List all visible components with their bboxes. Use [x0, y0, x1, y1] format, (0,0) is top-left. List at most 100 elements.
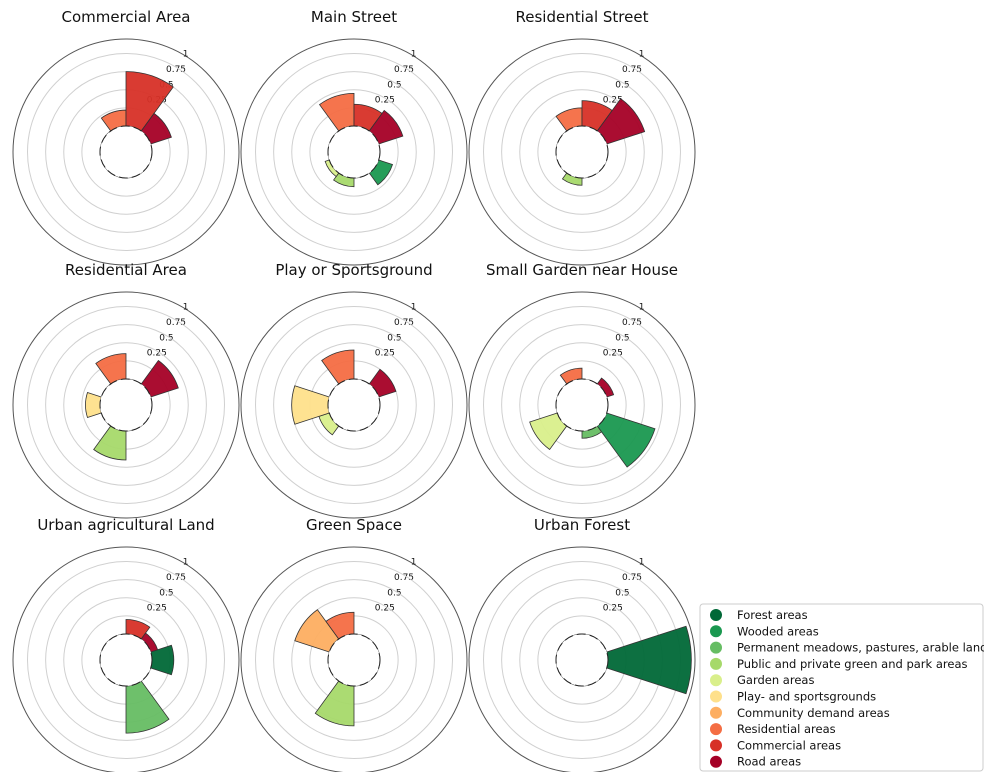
r-tick-label: 0.75 [394, 318, 414, 328]
inner-hole [99, 125, 153, 179]
legend-label: Road areas [737, 755, 801, 769]
r-tick-label: 0.5 [615, 588, 629, 598]
grid-ring [255, 561, 453, 759]
polar-bar [321, 349, 355, 385]
r-tick-label: 0.25 [375, 96, 395, 106]
legend-marker [710, 674, 722, 687]
r-tick-label: 1 [639, 558, 645, 568]
grid-ring [45, 324, 207, 486]
r-tick-label: 0.75 [394, 65, 414, 75]
chart-title: Residential Street [516, 8, 649, 26]
polar-bar [125, 680, 170, 734]
r-tick-label: 0.75 [622, 318, 642, 328]
r-tick-label: 0.25 [603, 604, 623, 614]
chart-title: Small Garden near House [486, 261, 678, 279]
inner-hole [99, 633, 153, 687]
polar-bar [318, 92, 355, 132]
inner-hole [99, 378, 153, 432]
grid-ring [273, 71, 435, 233]
r-tick-label: 1 [183, 303, 189, 313]
r-tick-label: 1 [411, 50, 417, 60]
legend-label: Forest areas [737, 608, 808, 622]
r-tick-label: 0.25 [147, 604, 167, 614]
r-tick-label: 0.5 [159, 588, 173, 598]
grid-ring [27, 561, 225, 759]
grid-ring [255, 53, 453, 251]
legend-marker [710, 755, 722, 768]
grid-ring [27, 306, 225, 504]
legend-marker [710, 641, 722, 654]
r-tick-label: 0.5 [387, 333, 401, 343]
r-tick-label: 1 [183, 50, 189, 60]
grid-ring [519, 342, 645, 468]
polar-bar [85, 391, 102, 419]
legend-label: Permanent meadows, pastures, arable land [737, 641, 984, 655]
legend-marker [710, 690, 722, 703]
r-tick-label: 0.5 [615, 333, 629, 343]
r-tick-label: 0.75 [394, 573, 414, 583]
legend-label: Residential areas [737, 722, 836, 736]
grid-ring [63, 342, 189, 468]
chart-title: Main Street [311, 8, 397, 26]
r-tick-label: 0.25 [603, 349, 623, 359]
chart-title: Urban Forest [534, 516, 630, 534]
legend-label: Garden areas [737, 673, 814, 687]
r-tick-label: 0.25 [375, 604, 395, 614]
inner-hole [327, 633, 381, 687]
grid-ring [483, 306, 681, 504]
r-tick-label: 0.75 [166, 318, 186, 328]
outer-frame [12, 38, 240, 266]
legend-marker [710, 706, 722, 719]
chart-title: Play or Sportsground [275, 261, 432, 279]
r-tick-label: 0.5 [615, 80, 629, 90]
r-tick-label: 0.5 [387, 80, 401, 90]
r-tick-label: 0.75 [166, 573, 186, 583]
chart-title: Commercial Area [61, 8, 190, 26]
chart-title: Green Space [306, 516, 402, 534]
legend-label: Public and private green and park areas [737, 657, 967, 671]
grid-ring [537, 360, 627, 450]
r-tick-label: 0.25 [147, 349, 167, 359]
grid-ring [273, 579, 435, 741]
grid-ring [291, 89, 417, 215]
r-tick-label: 1 [411, 303, 417, 313]
r-tick-label: 0.5 [159, 333, 173, 343]
legend-label: Play- and sportsgrounds [737, 690, 876, 704]
r-tick-label: 1 [183, 558, 189, 568]
legend-marker [710, 609, 722, 621]
inner-hole [327, 378, 381, 432]
inner-hole [555, 125, 609, 179]
legend-marker [710, 723, 722, 736]
inner-hole [555, 378, 609, 432]
r-tick-label: 0.75 [622, 573, 642, 583]
r-tick-label: 0.25 [603, 96, 623, 106]
grid-ring [483, 53, 681, 251]
chart-title: Residential Area [65, 261, 187, 279]
r-tick-label: 1 [411, 558, 417, 568]
legend-box [699, 603, 984, 772]
grid-ring [273, 324, 435, 486]
legend-marker [710, 657, 722, 670]
chart-title: Urban agricultural Land [37, 516, 214, 534]
polar-bar [93, 425, 127, 461]
grid-ring [501, 71, 663, 233]
inner-hole [555, 633, 609, 687]
polar-bar [596, 412, 656, 468]
legend-label: Commercial areas [737, 738, 841, 752]
outer-frame [240, 38, 468, 266]
grid-ring [45, 579, 207, 741]
outer-frame [240, 291, 468, 519]
outer-frame [12, 291, 240, 519]
legend-label: Community demand areas [737, 706, 890, 720]
legend-marker [710, 625, 722, 638]
r-tick-label: 0.5 [387, 588, 401, 598]
inner-hole [327, 125, 381, 179]
polar-bar [314, 680, 355, 727]
r-tick-label: 1 [639, 50, 645, 60]
outer-frame [468, 38, 696, 266]
grid-ring [519, 89, 645, 215]
legend-marker [710, 739, 722, 752]
grid-ring [501, 324, 663, 486]
r-tick-label: 0.25 [375, 349, 395, 359]
